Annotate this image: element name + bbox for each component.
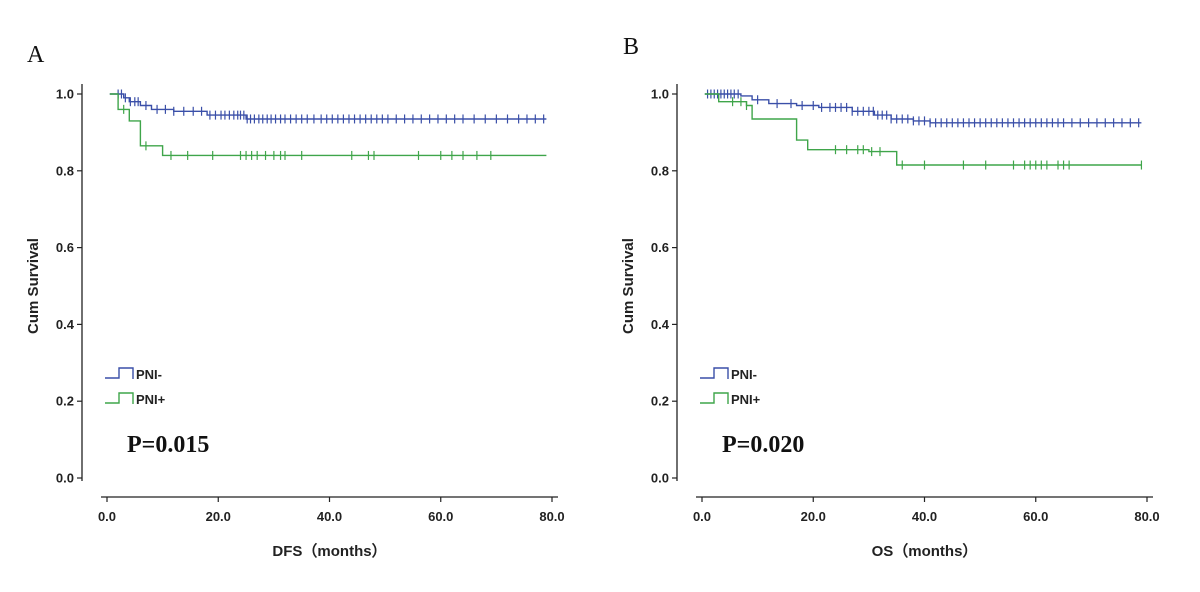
series-line-pni-neg xyxy=(109,93,547,120)
x-tick-label: 0.0 xyxy=(98,509,116,524)
y-tick-label: 0.2 xyxy=(651,394,669,409)
legend-swatch xyxy=(700,392,729,404)
panel-b: B 0.0 0.2 0.4 0.6 0.8 1.0 0.0 20.0 40.0 60.0 80.0 O… xyxy=(620,34,1160,560)
x-tick-label: 20.0 xyxy=(206,509,231,524)
y-tick-label: 1.0 xyxy=(651,87,669,102)
x-tick-label: 60.0 xyxy=(428,509,453,524)
x-tick-label: 20.0 xyxy=(801,509,826,524)
legend-swatch xyxy=(105,392,134,404)
y-tick-label: 0.6 xyxy=(56,240,74,255)
legend-swatch xyxy=(105,367,134,379)
y-axis-label: Cum Survival xyxy=(25,238,42,334)
series-line-pni-pos xyxy=(109,93,547,157)
legend-label: PNI- xyxy=(731,367,757,382)
x-tick-label: 80.0 xyxy=(1134,509,1159,524)
y-tick-label: 0.2 xyxy=(56,394,74,409)
y-tick-label: 0.6 xyxy=(651,240,669,255)
y-tick-label: 0.4 xyxy=(56,317,75,332)
x-tick-label: 60.0 xyxy=(1023,509,1048,524)
y-tick-label: 0.8 xyxy=(56,163,74,178)
panel-a: A 0.0 0.2 0.4 0.6 0.8 1.0 0.0 20.0 40.0 60.0 80.0 D… xyxy=(25,42,565,560)
x-tick-label: 80.0 xyxy=(539,509,564,524)
series-line-pni-pos xyxy=(704,93,1142,166)
panel-letter: A xyxy=(27,42,45,68)
x-axis-label: OS（months） xyxy=(872,542,978,560)
legend-label: PNI- xyxy=(136,367,162,382)
legend-label: PNI+ xyxy=(136,392,166,407)
y-tick-label: 1.0 xyxy=(56,87,74,102)
y-axis-label: Cum Survival xyxy=(620,238,637,334)
y-tick-label: 0.4 xyxy=(651,317,670,332)
x-tick-label: 40.0 xyxy=(912,509,937,524)
y-tick-label: 0.0 xyxy=(56,471,74,486)
legend-swatch xyxy=(700,367,729,379)
x-tick-label: 0.0 xyxy=(693,509,711,524)
p-value-annotation: P=0.020 xyxy=(722,432,804,458)
y-tick-label: 0.8 xyxy=(651,163,669,178)
panel-letter: B xyxy=(623,34,639,60)
legend-label: PNI+ xyxy=(731,392,761,407)
x-tick-label: 40.0 xyxy=(317,509,342,524)
y-tick-label: 0.0 xyxy=(651,471,669,486)
x-axis-label: DFS（months） xyxy=(272,542,386,560)
p-value-annotation: P=0.015 xyxy=(127,432,209,458)
